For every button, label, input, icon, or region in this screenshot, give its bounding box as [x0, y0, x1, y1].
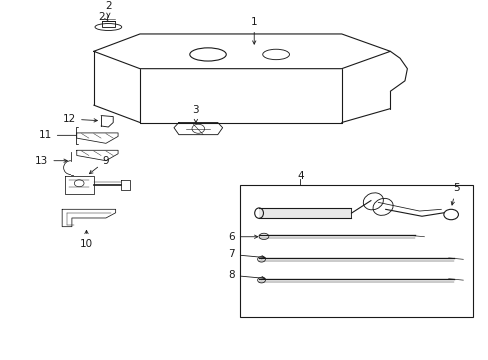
Text: 7: 7: [228, 249, 264, 260]
Text: 5: 5: [450, 184, 458, 205]
Text: 13: 13: [35, 156, 67, 166]
Text: 11: 11: [39, 127, 78, 144]
Bar: [239, 185, 472, 317]
Text: 2: 2: [98, 12, 104, 22]
Text: 2: 2: [105, 1, 111, 17]
Text: 1: 1: [250, 17, 257, 44]
Polygon shape: [259, 208, 351, 218]
Text: 8: 8: [228, 270, 264, 280]
Text: 12: 12: [62, 114, 97, 124]
Text: 10: 10: [80, 230, 93, 249]
Text: 3: 3: [192, 105, 199, 123]
Text: 6: 6: [228, 232, 257, 242]
Text: 4: 4: [297, 171, 303, 181]
Text: 9: 9: [89, 156, 109, 174]
